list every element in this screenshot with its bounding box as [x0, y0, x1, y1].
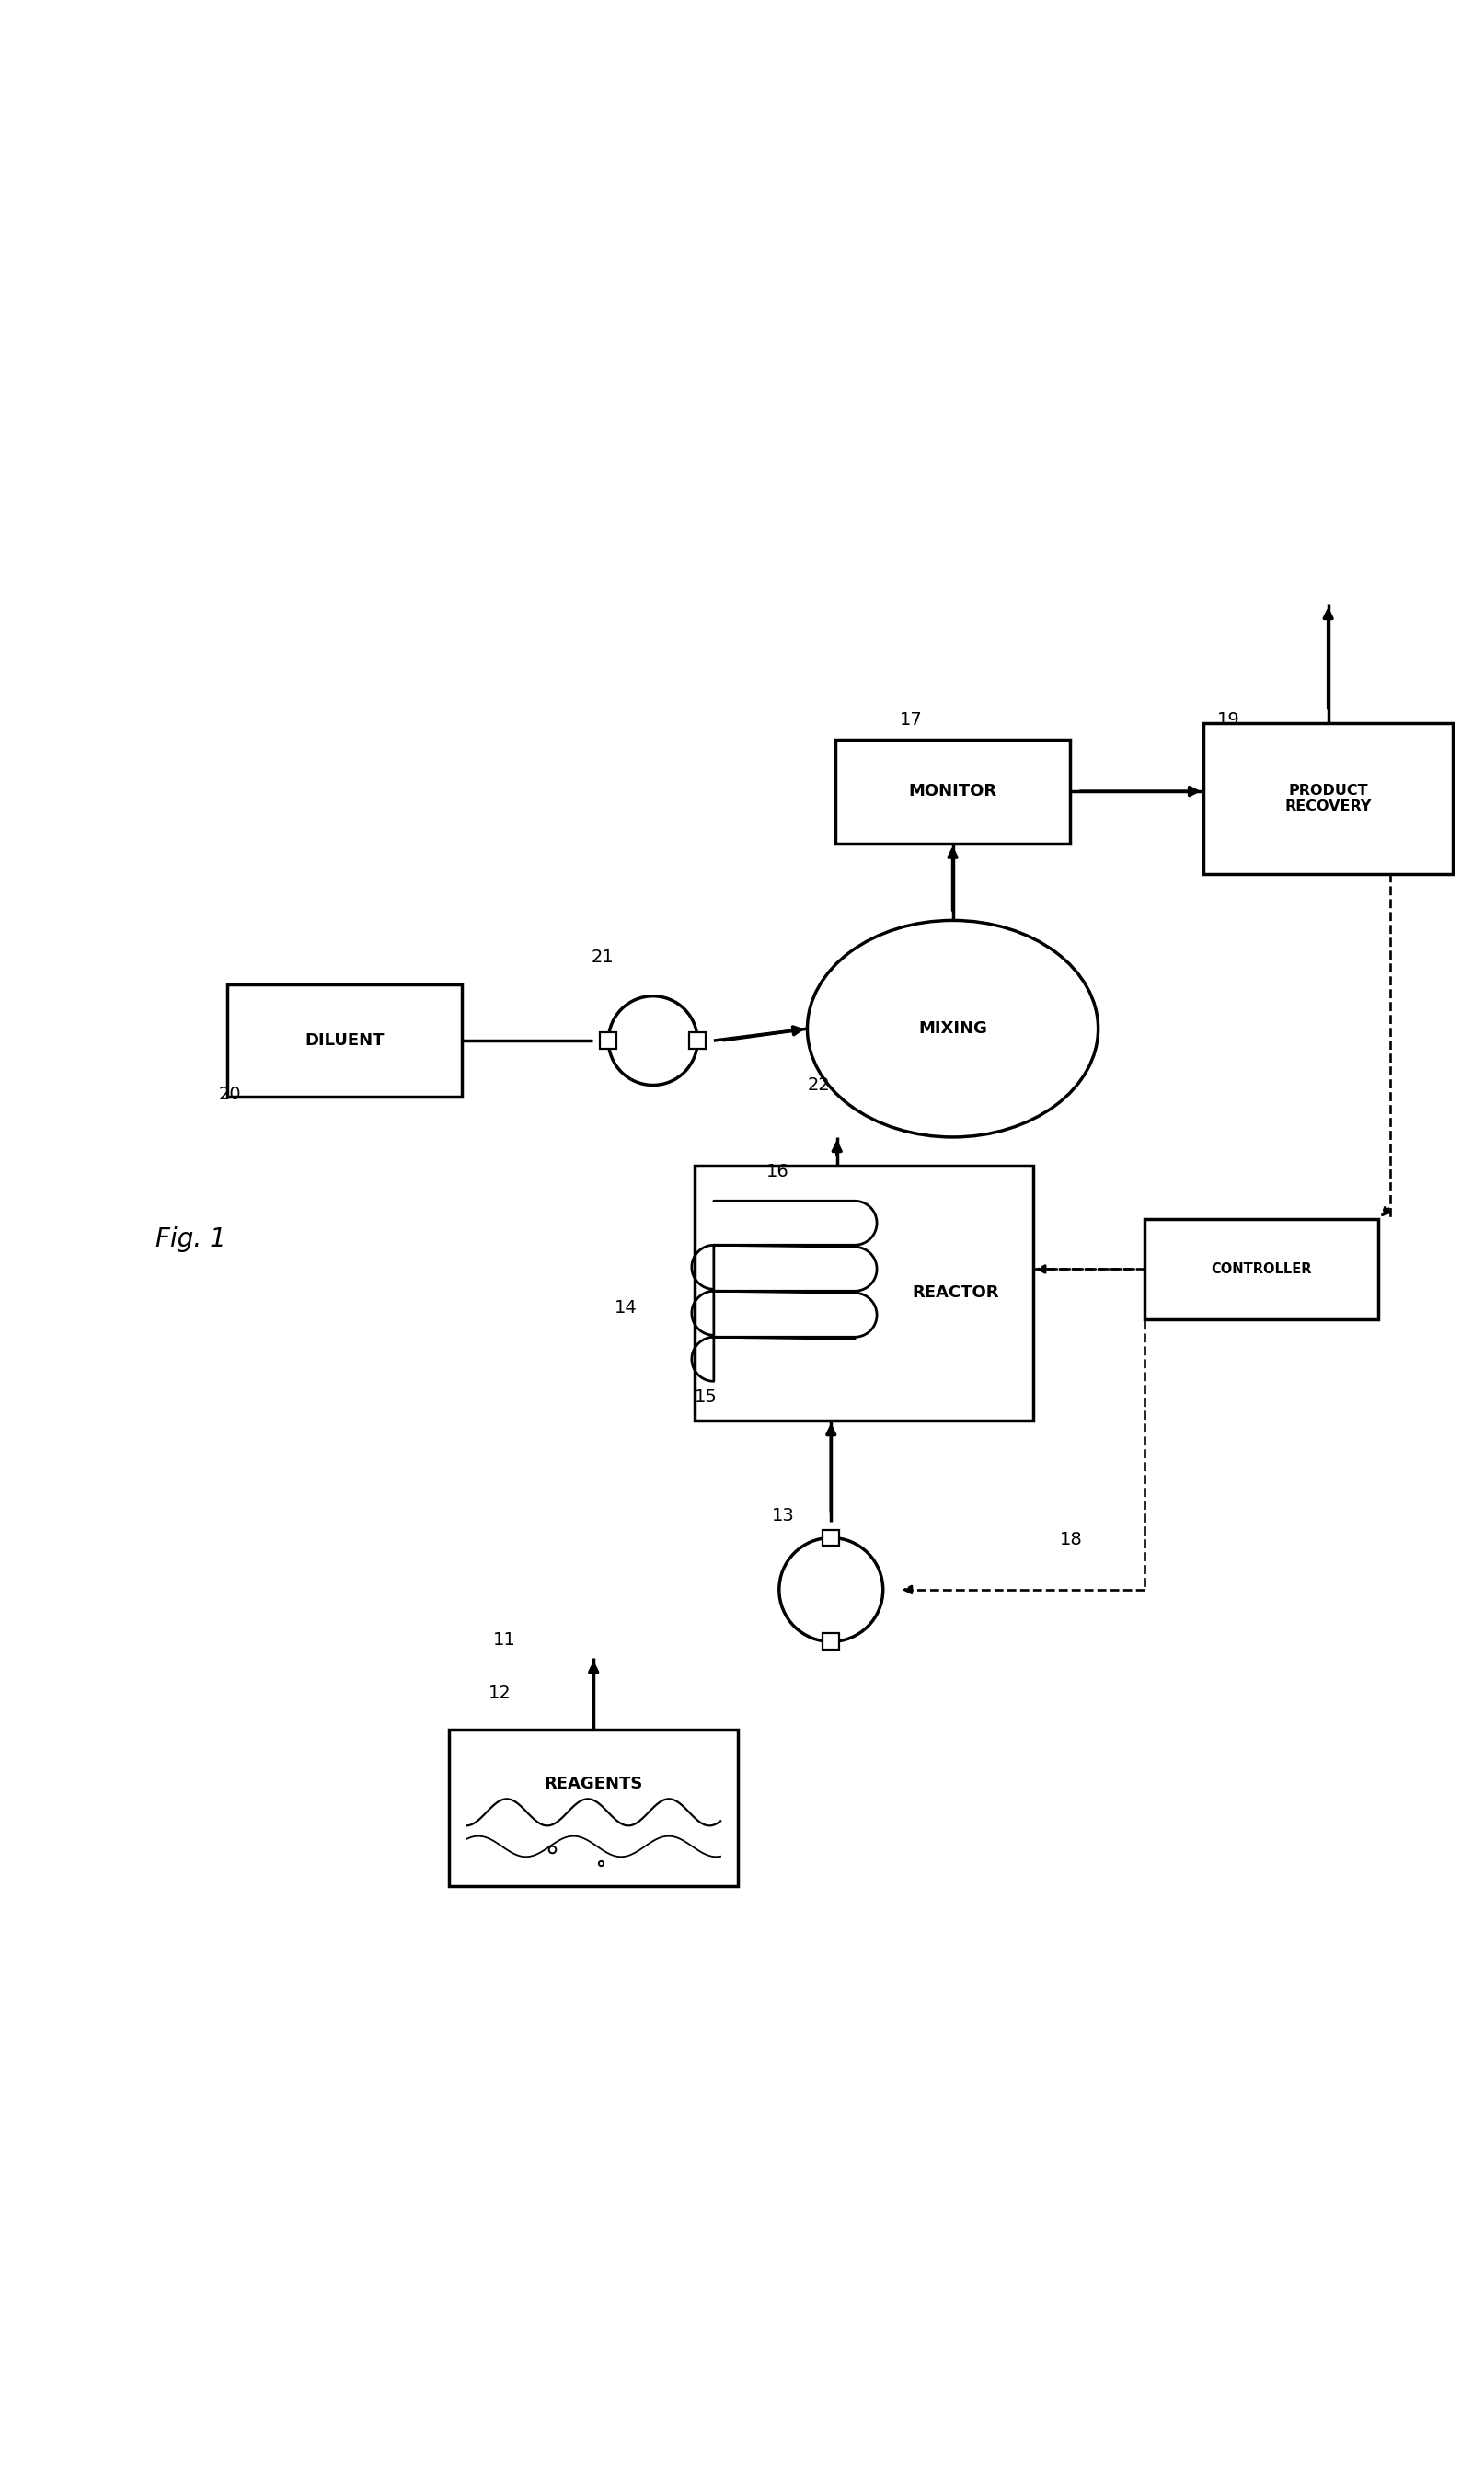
Text: 20: 20	[218, 1086, 242, 1103]
Circle shape	[779, 1538, 883, 1642]
Text: 18: 18	[1060, 1531, 1083, 1548]
Text: 21: 21	[591, 950, 614, 967]
Text: PRODUCT
RECOVERY: PRODUCT RECOVERY	[1285, 784, 1371, 814]
Text: 22: 22	[807, 1076, 831, 1093]
Bar	[689, 1031, 706, 1049]
Text: Fig. 1: Fig. 1	[156, 1227, 227, 1251]
Text: REAGENTS: REAGENTS	[545, 1776, 643, 1793]
Text: CONTROLLER: CONTROLLER	[1211, 1261, 1312, 1276]
Text: 14: 14	[614, 1298, 638, 1316]
Bar	[1204, 722, 1453, 875]
Text: REACTOR: REACTOR	[913, 1283, 999, 1301]
Bar	[600, 1031, 617, 1049]
Bar	[822, 1635, 840, 1649]
Text: MONITOR: MONITOR	[908, 784, 997, 799]
Text: MIXING: MIXING	[919, 1021, 987, 1036]
Text: 12: 12	[488, 1684, 512, 1701]
Bar	[822, 1531, 840, 1546]
Text: 19: 19	[1217, 712, 1241, 730]
Text: 17: 17	[899, 712, 923, 730]
Text: 13: 13	[772, 1506, 795, 1523]
Text: DILUENT: DILUENT	[304, 1031, 384, 1049]
Text: 15: 15	[695, 1387, 718, 1405]
Text: 16: 16	[766, 1162, 789, 1180]
Bar	[835, 739, 1070, 843]
Circle shape	[608, 997, 697, 1086]
Bar	[448, 1731, 738, 1887]
Ellipse shape	[807, 920, 1098, 1138]
Bar	[227, 984, 462, 1098]
Text: 11: 11	[493, 1632, 516, 1649]
Bar	[695, 1165, 1033, 1420]
Bar	[1144, 1219, 1379, 1321]
